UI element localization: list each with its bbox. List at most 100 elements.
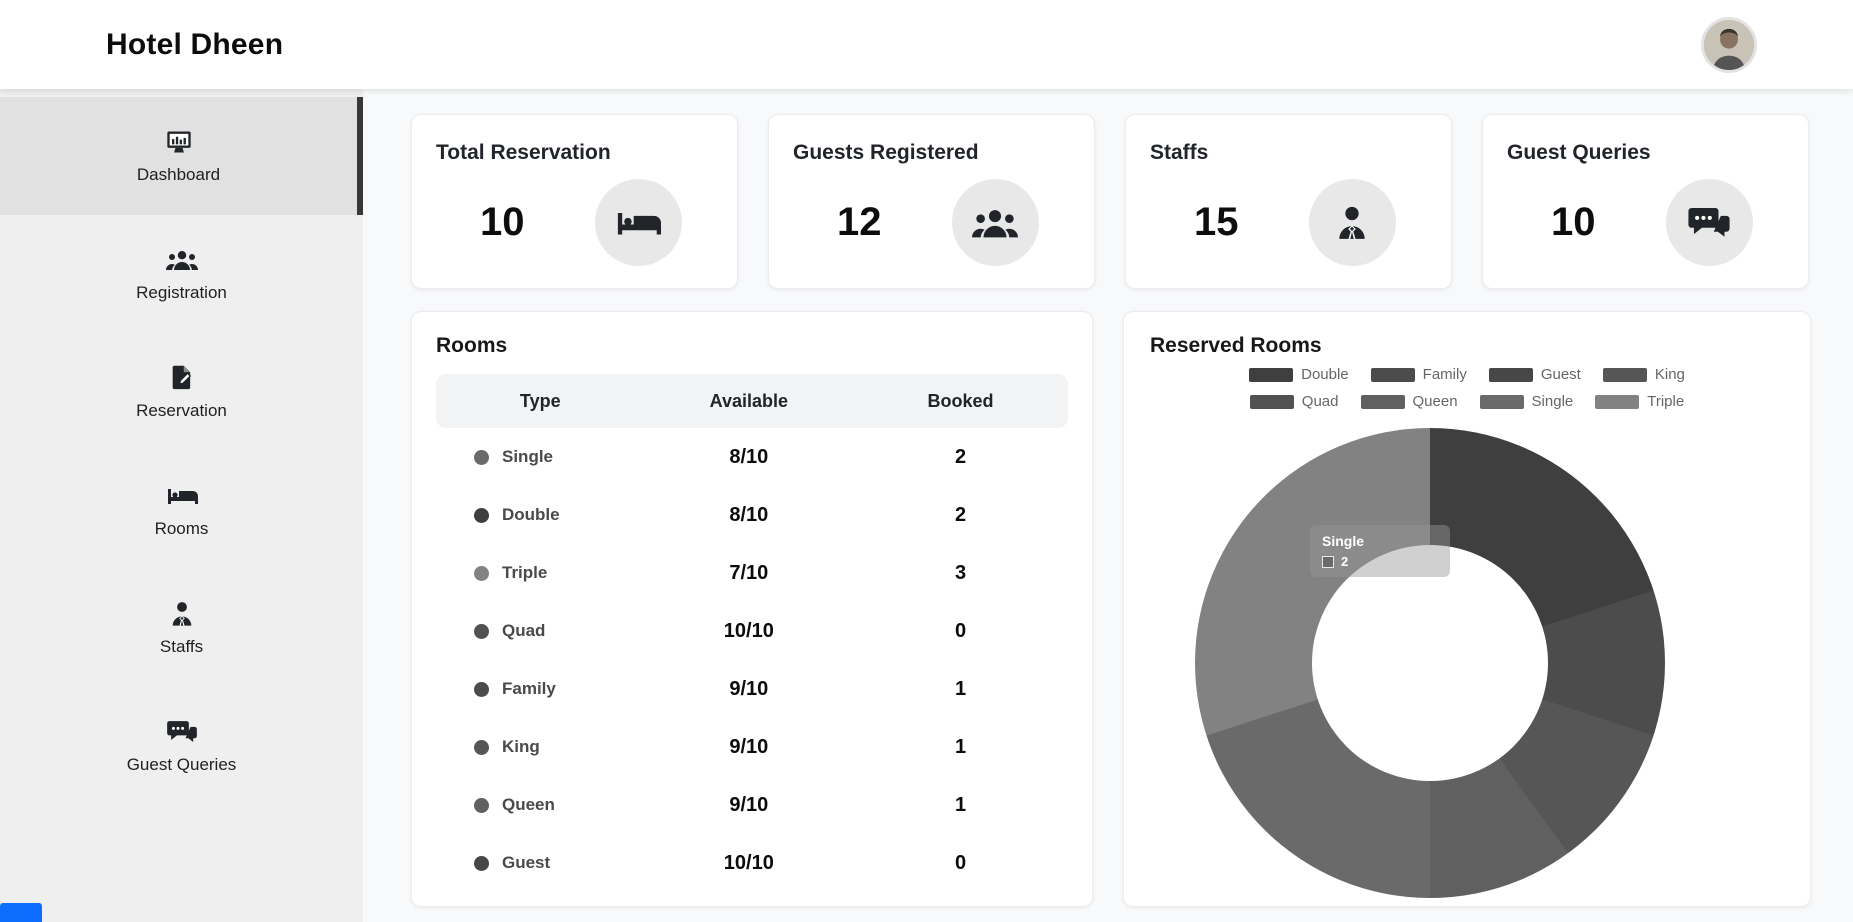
users-icon — [166, 246, 198, 274]
stat-card-guest-queries: Guest Queries 10 — [1482, 114, 1809, 289]
legend-item-queen[interactable]: Queen — [1360, 393, 1458, 410]
stat-card-total-reservation: Total Reservation 10 — [411, 114, 738, 289]
room-type-dot — [474, 449, 489, 465]
sidebar-item-label: Reservation — [136, 400, 227, 420]
legend-item-single[interactable]: Single — [1479, 393, 1573, 410]
stat-value: 15 — [1194, 200, 1239, 244]
room-type: Triple — [502, 563, 548, 582]
stat-card-staffs: Staffs 15 — [1125, 114, 1452, 289]
reserved-rooms-card: Reserved Rooms Double Family Guest — [1123, 311, 1811, 907]
room-type: Quad — [502, 621, 546, 640]
user-avatar[interactable] — [1701, 16, 1757, 73]
room-type: Single — [502, 447, 554, 466]
stats-row: Total Reservation 10 Guests Registered 1… — [411, 114, 1811, 289]
room-available: 10/10 — [723, 619, 774, 642]
legend-swatch — [1360, 394, 1405, 409]
room-type: Queen — [502, 795, 555, 814]
table-row: Double 8/10 2 — [436, 486, 1068, 544]
bed-icon — [166, 482, 198, 510]
sidebar-item-label: Registration — [136, 282, 227, 302]
room-available: 10/10 — [723, 851, 774, 874]
legend-item-guest[interactable]: Guest — [1488, 366, 1581, 383]
sidebar-item-staffs[interactable]: Staffs — [0, 569, 363, 687]
room-available: 9/10 — [729, 793, 769, 816]
stat-value: 10 — [1551, 200, 1596, 244]
legend-swatch — [1595, 394, 1640, 409]
room-type-dot — [474, 623, 489, 639]
room-type-dot — [474, 855, 489, 871]
doughnut-hole — [1312, 545, 1548, 781]
legend-swatch — [1488, 367, 1533, 382]
file-pen-icon — [166, 364, 198, 392]
sidebar-item-label: Staffs — [159, 636, 204, 656]
legend-swatch — [1479, 394, 1524, 409]
legend-item-family[interactable]: Family — [1370, 366, 1467, 383]
room-available: 8/10 — [729, 503, 769, 526]
stat-title: Guest Queries — [1507, 141, 1651, 164]
stat-title: Guests Registered — [793, 141, 979, 164]
room-type: Guest — [502, 853, 551, 872]
table-row: Family 9/10 1 — [436, 660, 1068, 718]
table-row: Guest 10/10 0 — [436, 834, 1068, 892]
legend-item-double[interactable]: Double — [1249, 366, 1349, 383]
sidebar: Dashboard Registration Reservation Rooms… — [0, 89, 363, 922]
sidebar-item-registration[interactable]: Registration — [0, 215, 363, 333]
avatar-photo-icon — [1704, 20, 1754, 70]
room-available: 9/10 — [729, 677, 769, 700]
stat-card-guests-registered: Guests Registered 12 — [768, 114, 1095, 289]
stat-title: Staffs — [1150, 141, 1209, 164]
user-tie-icon — [166, 600, 198, 628]
legend-item-king[interactable]: King — [1602, 366, 1685, 383]
legend-item-triple[interactable]: Triple — [1595, 393, 1684, 410]
room-booked: 1 — [954, 735, 967, 758]
room-booked: 0 — [954, 619, 967, 642]
dashboard-icon — [163, 128, 195, 156]
room-type-dot — [474, 565, 489, 581]
bed-icon — [615, 204, 661, 242]
main-content: Total Reservation 10 Guests Registered 1… — [363, 89, 1853, 922]
rooms-table-header: Type Available Booked — [436, 374, 1068, 428]
room-type: King — [502, 737, 540, 756]
legend-swatch — [1370, 367, 1415, 382]
rooms-card-title: Rooms — [436, 334, 508, 357]
sidebar-item-label: Dashboard — [136, 164, 221, 184]
room-type-dot — [474, 681, 489, 697]
room-booked: 1 — [954, 677, 967, 700]
chart-title: Reserved Rooms — [1150, 334, 1322, 357]
scroll-top-button[interactable] — [0, 903, 42, 922]
sidebar-item-dashboard[interactable]: Dashboard — [0, 97, 363, 215]
room-booked: 2 — [954, 503, 967, 526]
column-header-available: Available — [709, 390, 788, 411]
room-type-dot — [474, 507, 489, 523]
table-row: Single 8/10 2 — [436, 428, 1068, 486]
rooms-card: Rooms Type Available Booked Single 8/10 … — [411, 311, 1093, 907]
column-header-type: Type — [519, 390, 561, 411]
stat-value: 10 — [480, 200, 525, 244]
chat-icon — [1686, 204, 1732, 242]
legend-item-quad[interactable]: Quad — [1249, 393, 1339, 410]
room-available: 8/10 — [729, 445, 769, 468]
table-row: King 9/10 1 — [436, 718, 1068, 776]
app-header: Hotel Dheen — [0, 0, 1853, 89]
room-type-dot — [474, 797, 489, 813]
legend-swatch — [1249, 367, 1294, 382]
room-booked: 0 — [954, 851, 967, 874]
room-available: 9/10 — [729, 735, 769, 758]
stat-value: 12 — [837, 200, 882, 244]
sidebar-item-reservation[interactable]: Reservation — [0, 333, 363, 451]
room-type: Family — [502, 679, 556, 698]
room-booked: 3 — [954, 561, 967, 584]
room-available: 7/10 — [729, 561, 769, 584]
chat-icon — [166, 718, 198, 746]
table-row: Queen 9/10 1 — [436, 776, 1068, 834]
room-type: Double — [502, 505, 560, 524]
sidebar-item-label: Rooms — [154, 518, 209, 538]
users-icon — [972, 204, 1018, 242]
legend-swatch — [1249, 394, 1294, 409]
sidebar-item-guest-queries[interactable]: Guest Queries — [0, 687, 363, 805]
chart-legend: Double Family Guest King — [1150, 366, 1784, 410]
legend-swatch — [1602, 367, 1647, 382]
sidebar-item-rooms[interactable]: Rooms — [0, 451, 363, 569]
room-type-dot — [474, 739, 489, 755]
user-tie-icon — [1329, 204, 1375, 242]
